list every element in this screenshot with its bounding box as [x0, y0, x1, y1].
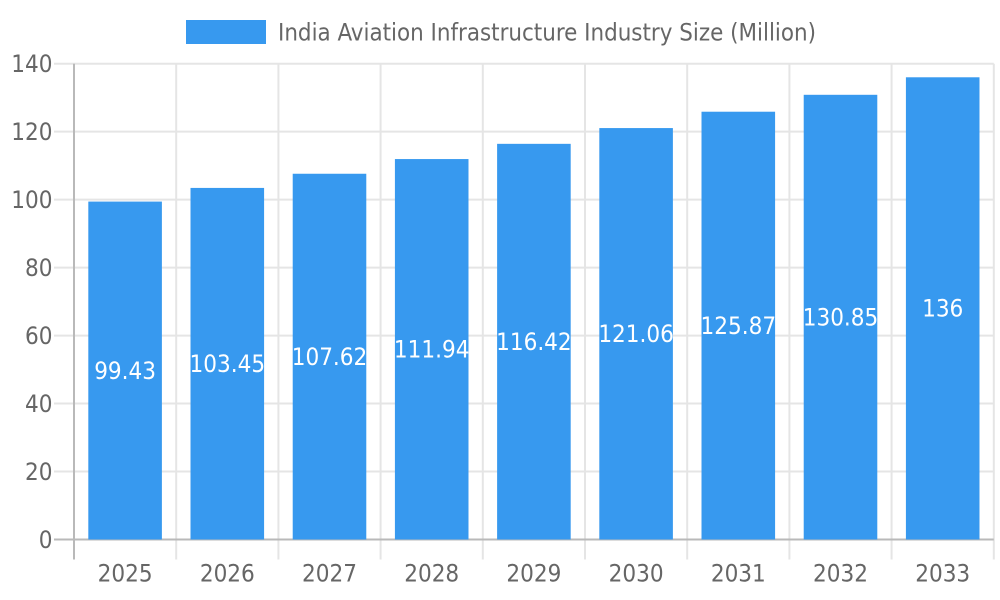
- svg-text:20: 20: [25, 458, 52, 486]
- svg-text:2026: 2026: [200, 560, 255, 588]
- svg-text:2033: 2033: [915, 560, 970, 588]
- svg-text:125.87: 125.87: [701, 312, 777, 340]
- svg-text:116.42: 116.42: [496, 328, 572, 356]
- svg-text:80: 80: [25, 254, 52, 282]
- svg-text:2025: 2025: [98, 560, 153, 588]
- svg-text:111.94: 111.94: [394, 336, 470, 364]
- svg-text:130.85: 130.85: [803, 303, 879, 331]
- svg-text:2032: 2032: [813, 560, 868, 588]
- svg-text:100: 100: [11, 186, 52, 214]
- svg-text:121.06: 121.06: [598, 320, 674, 348]
- svg-text:2027: 2027: [302, 560, 357, 588]
- svg-text:99.43: 99.43: [94, 357, 156, 385]
- svg-text:2029: 2029: [506, 560, 561, 588]
- svg-text:140: 140: [11, 50, 52, 78]
- svg-text:2030: 2030: [609, 560, 664, 588]
- svg-text:2031: 2031: [711, 560, 766, 588]
- svg-text:2028: 2028: [404, 560, 459, 588]
- svg-text:136: 136: [922, 295, 963, 323]
- svg-text:40: 40: [25, 390, 52, 418]
- svg-text:107.62: 107.62: [292, 343, 368, 371]
- svg-text:120: 120: [11, 118, 52, 146]
- svg-text:0: 0: [39, 526, 53, 554]
- svg-text:103.45: 103.45: [190, 350, 266, 378]
- svg-text:India Aviation Infrastructure: India Aviation Infrastructure Industry S…: [278, 18, 816, 46]
- svg-text:60: 60: [25, 322, 52, 350]
